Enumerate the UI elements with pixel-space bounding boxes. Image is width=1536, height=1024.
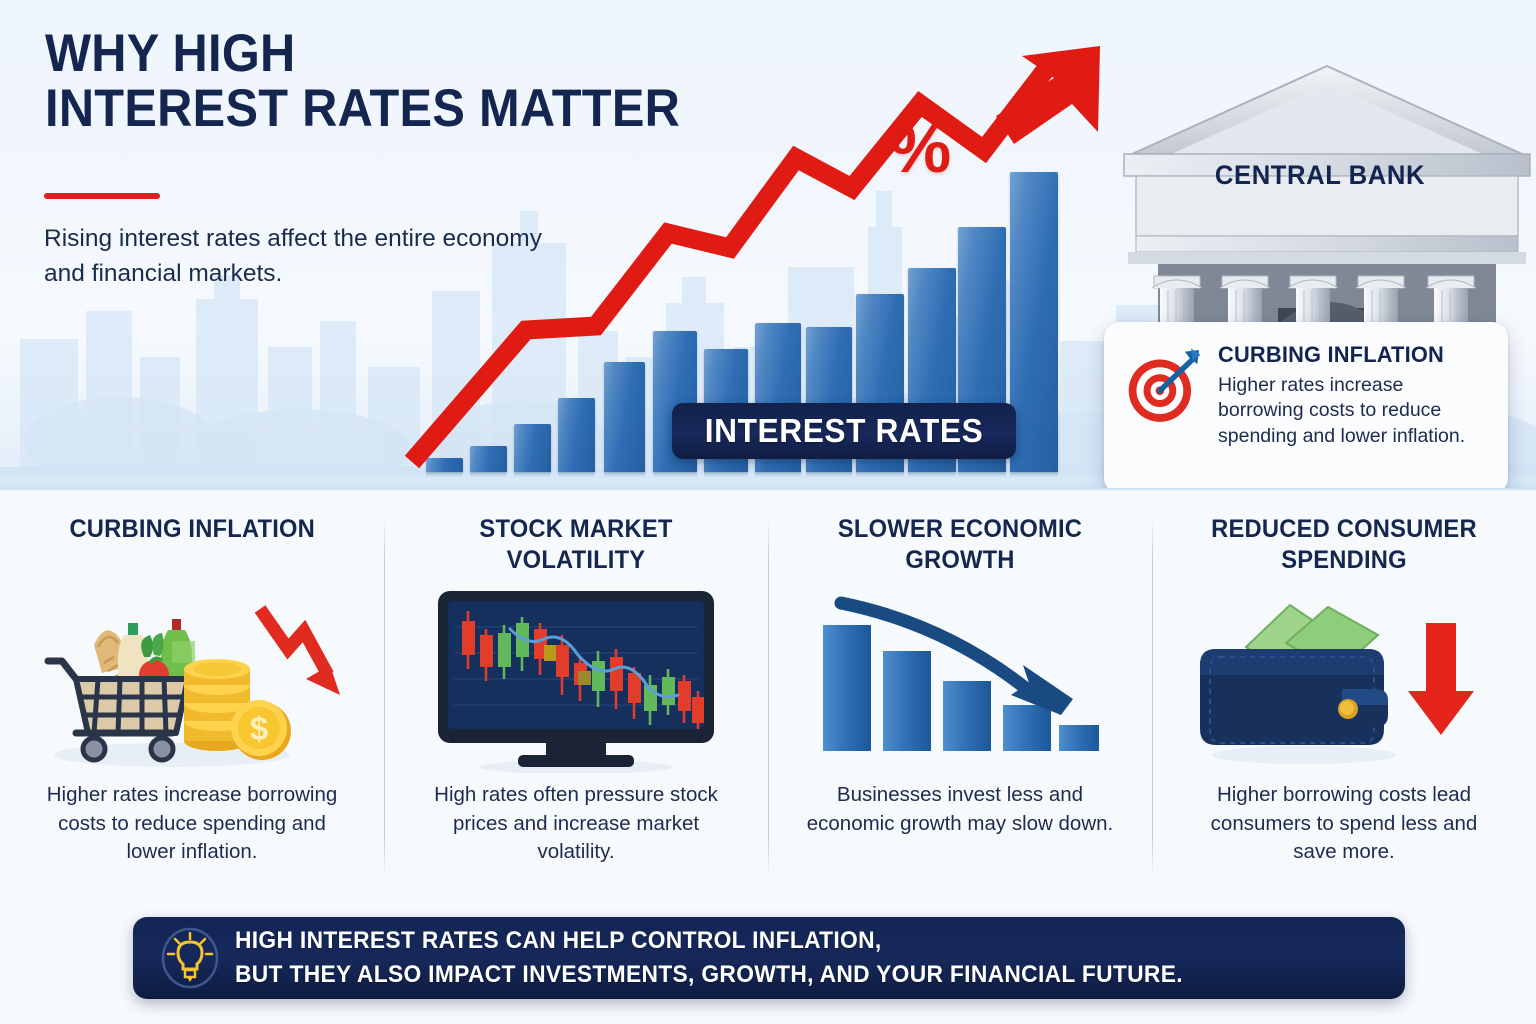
banner-line-2: BUT THEY ALSO IMPACT INVESTMENTS, GROWTH… [235,961,1183,988]
impact-cards-row: CURBING INFLATION [0,492,1536,908]
page-subtitle: Rising interest rates affect the entire … [44,225,542,287]
title-accent-rule [44,193,160,199]
lightbulb-icon [161,927,219,989]
card-illustration: $ [32,580,352,775]
bar-1 [426,458,463,478]
wallet-cash-down-arrow-icon [1200,603,1474,764]
card-slower-economic-growth[interactable]: SLOWER ECONOMIC GROWTH [768,492,1152,908]
bar-4 [558,398,595,478]
shopping-cart-coins-down-arrow-icon: $ [44,604,340,767]
target-dart-icon [1128,348,1201,422]
card-text: High rates often pressure stock prices a… [434,783,718,864]
card-title: SLOWER ECONOMIC GROWTH [837,515,1083,574]
banner-text: HIGH INTEREST RATES CAN HELP CONTROL INF… [235,924,1183,993]
page-title: WHY HIGH INTEREST RATES MATTER [45,26,781,136]
bar-5 [604,362,645,478]
declining-bar-chart-arrow-icon [823,596,1099,751]
card-reduced-consumer-spending[interactable]: REDUCED CONSUMER SPENDING [1152,492,1536,908]
callout-title: CURBING INFLATION [1218,342,1444,367]
card-illustration [426,580,726,775]
banner-line-1: HIGH INTEREST RATES CAN HELP CONTROL INF… [235,926,882,954]
bar-3 [514,424,551,478]
interest-rates-badge-label: INTEREST RATES [704,412,984,449]
summary-banner: HIGH INTEREST RATES CAN HELP CONTROL INF… [133,917,1405,999]
title-line-2: INTEREST RATES MATTER [45,79,681,139]
bar-13 [1010,172,1058,478]
card-illustration [815,580,1105,775]
title-line-1: WHY HIGH [45,24,296,83]
rising-trend-arrow-icon [404,46,1100,469]
card-title: STOCK MARKET VOLATILITY [479,515,673,574]
hero-section: WHY HIGH INTEREST RATES MATTER Rising in… [0,0,1536,489]
interest-rates-badge: INTEREST RATES [672,403,1016,459]
card-title: REDUCED CONSUMER SPENDING [1211,515,1477,574]
callout-text: Higher rates increase borrowing costs to… [1218,374,1466,447]
card-text: Higher rates increase borrowing costs to… [46,783,338,864]
percent-symbol: % [889,109,952,187]
card-text: Higher borrowing costs lead consumers to… [1210,783,1478,864]
central-bank-building-illustration [1123,64,1531,489]
card-stock-market-volatility[interactable]: STOCK MARKET VOLATILITY [384,492,768,908]
bar-2 [470,446,507,478]
svg-text:$: $ [250,710,268,747]
card-text: Businesses invest less and economic grow… [806,783,1114,835]
card-title: CURBING INFLATION [69,515,315,543]
curbing-inflation-callout-card[interactable]: CURBING INFLATION Higher rates increase … [1104,322,1508,489]
card-illustration [1194,580,1494,775]
central-bank-label: CENTRAL BANK [1214,160,1426,190]
hero-bottom-divider [0,488,1536,491]
card-curbing-inflation[interactable]: CURBING INFLATION [0,492,384,908]
monitor-candlestick-chart-icon [438,590,714,773]
